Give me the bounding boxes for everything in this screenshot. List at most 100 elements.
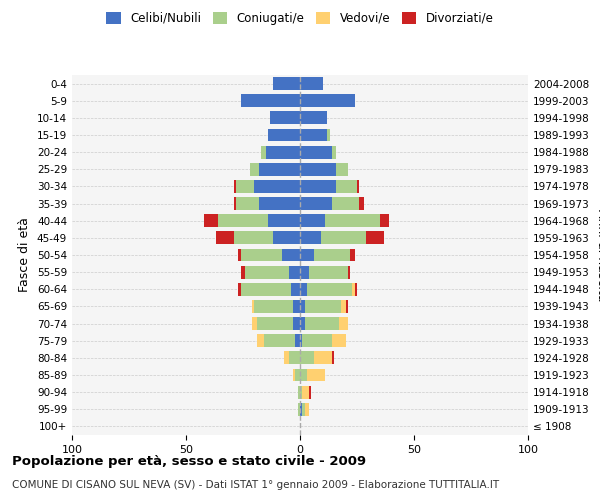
Bar bbox=[300, 180, 337, 193]
Bar bbox=[234, 180, 236, 193]
Bar bbox=[305, 300, 341, 313]
Bar bbox=[289, 352, 300, 364]
Bar bbox=[320, 232, 366, 244]
Bar bbox=[252, 317, 257, 330]
Bar bbox=[302, 386, 309, 398]
Bar bbox=[300, 77, 323, 90]
Bar bbox=[241, 248, 282, 262]
Bar bbox=[348, 266, 350, 278]
Bar bbox=[314, 352, 332, 364]
Bar bbox=[236, 197, 259, 210]
Bar bbox=[263, 334, 295, 347]
Bar bbox=[259, 197, 300, 210]
Bar bbox=[257, 317, 293, 330]
Bar bbox=[241, 283, 291, 296]
Bar bbox=[266, 146, 300, 158]
Bar bbox=[339, 317, 348, 330]
Bar bbox=[268, 214, 300, 227]
Bar bbox=[300, 146, 332, 158]
Bar bbox=[238, 248, 241, 262]
Bar bbox=[215, 232, 234, 244]
Bar bbox=[300, 197, 332, 210]
Bar bbox=[300, 94, 355, 107]
Bar bbox=[245, 266, 289, 278]
Bar bbox=[295, 368, 300, 382]
Bar bbox=[272, 77, 300, 90]
Bar bbox=[254, 180, 300, 193]
Bar bbox=[300, 300, 305, 313]
Y-axis label: Anni di nascita: Anni di nascita bbox=[595, 209, 600, 301]
Bar bbox=[300, 352, 314, 364]
Bar bbox=[337, 163, 348, 175]
Bar bbox=[259, 163, 300, 175]
Bar bbox=[272, 232, 300, 244]
Bar bbox=[346, 300, 348, 313]
Bar bbox=[268, 128, 300, 141]
Bar bbox=[289, 266, 300, 278]
Bar bbox=[218, 214, 268, 227]
Bar bbox=[300, 386, 302, 398]
Bar bbox=[236, 180, 254, 193]
Bar bbox=[241, 94, 300, 107]
Bar bbox=[328, 128, 329, 141]
Bar bbox=[302, 403, 305, 415]
Bar bbox=[291, 283, 300, 296]
Bar bbox=[261, 146, 266, 158]
Bar bbox=[332, 197, 359, 210]
Bar bbox=[300, 128, 328, 141]
Bar bbox=[305, 403, 309, 415]
Bar bbox=[298, 403, 300, 415]
Bar bbox=[252, 300, 254, 313]
Bar bbox=[204, 214, 218, 227]
Bar bbox=[234, 232, 272, 244]
Bar bbox=[241, 266, 245, 278]
Bar bbox=[250, 163, 259, 175]
Bar bbox=[366, 232, 385, 244]
Bar bbox=[314, 248, 350, 262]
Bar bbox=[337, 180, 357, 193]
Bar bbox=[300, 112, 328, 124]
Text: COMUNE DI CISANO SUL NEVA (SV) - Dati ISTAT 1° gennaio 2009 - Elaborazione TUTTI: COMUNE DI CISANO SUL NEVA (SV) - Dati IS… bbox=[12, 480, 499, 490]
Y-axis label: Fasce di età: Fasce di età bbox=[19, 218, 31, 292]
Bar bbox=[298, 386, 300, 398]
Bar bbox=[284, 352, 289, 364]
Bar bbox=[309, 386, 311, 398]
Bar bbox=[234, 197, 236, 210]
Bar bbox=[300, 163, 337, 175]
Legend: Celibi/Nubili, Coniugati/e, Vedovi/e, Divorziati/e: Celibi/Nubili, Coniugati/e, Vedovi/e, Di… bbox=[100, 6, 500, 30]
Bar bbox=[300, 232, 320, 244]
Bar bbox=[307, 368, 325, 382]
Bar bbox=[332, 146, 337, 158]
Bar bbox=[293, 300, 300, 313]
Bar bbox=[350, 248, 355, 262]
Bar bbox=[254, 300, 293, 313]
Bar bbox=[295, 334, 300, 347]
Bar bbox=[309, 266, 348, 278]
Bar bbox=[357, 180, 359, 193]
Bar bbox=[282, 248, 300, 262]
Bar bbox=[300, 334, 302, 347]
Bar bbox=[257, 334, 263, 347]
Bar bbox=[302, 334, 332, 347]
Bar bbox=[293, 368, 295, 382]
Bar bbox=[359, 197, 364, 210]
Bar bbox=[300, 368, 307, 382]
Bar bbox=[332, 334, 346, 347]
Bar bbox=[300, 317, 305, 330]
Bar bbox=[300, 248, 314, 262]
Text: Popolazione per età, sesso e stato civile - 2009: Popolazione per età, sesso e stato civil… bbox=[12, 455, 366, 468]
Bar bbox=[305, 317, 339, 330]
Bar bbox=[325, 214, 380, 227]
Bar bbox=[341, 300, 346, 313]
Bar bbox=[332, 352, 334, 364]
Bar bbox=[307, 283, 352, 296]
Bar bbox=[271, 112, 300, 124]
Bar bbox=[293, 317, 300, 330]
Bar bbox=[300, 214, 325, 227]
Bar bbox=[355, 283, 357, 296]
Bar bbox=[300, 266, 309, 278]
Bar bbox=[300, 283, 307, 296]
Bar bbox=[238, 283, 241, 296]
Bar bbox=[380, 214, 389, 227]
Bar bbox=[352, 283, 355, 296]
